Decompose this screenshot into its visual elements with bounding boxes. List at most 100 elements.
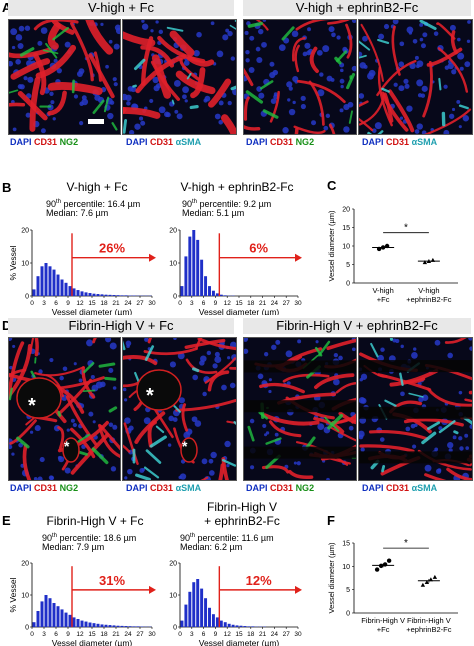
micrograph-a-ng2 [8, 19, 121, 135]
pericyte-stain [144, 345, 155, 361]
nucleus [359, 430, 365, 438]
pericyte-stain [192, 367, 200, 373]
nucleus [374, 122, 382, 130]
nucleus [317, 423, 325, 431]
nucleus [11, 452, 15, 456]
histogram-bar [104, 624, 108, 627]
y-tick-label: 20 [21, 228, 29, 235]
nucleus [113, 43, 120, 50]
nucleus [285, 350, 293, 358]
x-tick-label: 27 [283, 300, 291, 307]
vessel [85, 20, 114, 55]
dark-band [359, 406, 472, 419]
nucleus [421, 394, 429, 401]
nucleus [395, 338, 400, 344]
nucleus [9, 444, 13, 450]
nucleus [29, 430, 34, 434]
nucleus [173, 338, 177, 340]
nucleus [192, 374, 199, 381]
histogram-bar [112, 295, 116, 296]
nucleus [229, 382, 236, 389]
nucleus [456, 99, 461, 104]
nucleus [351, 347, 356, 352]
pericyte-stain [377, 38, 390, 45]
vessel [9, 372, 34, 383]
data-point [374, 567, 380, 572]
nucleus [444, 65, 450, 70]
nucleus [286, 81, 293, 88]
vessel [123, 444, 131, 453]
nucleus [164, 111, 170, 118]
pericyte-stain [421, 431, 437, 445]
vessel [123, 422, 139, 466]
nucleus [212, 363, 218, 369]
pericyte-stain [155, 425, 165, 434]
nucleus [193, 49, 200, 57]
data-point [422, 260, 428, 265]
histogram-bar [44, 595, 48, 627]
nucleus [383, 23, 390, 30]
vessel [35, 44, 77, 79]
pericyte-stain [149, 435, 167, 448]
nucleus [50, 100, 55, 105]
nucleus [218, 100, 224, 106]
y-axis-label: % Vessel [8, 245, 18, 280]
pericyte-stain [123, 340, 126, 351]
vessel [150, 60, 181, 101]
nucleus [202, 391, 207, 397]
histogram-bar [36, 276, 40, 296]
histogram-bar [48, 266, 52, 296]
nucleus [9, 60, 14, 67]
nucleus [183, 60, 190, 66]
y-tick-label: 10 [169, 593, 177, 600]
vessel [269, 90, 280, 123]
panel-a-letter: A [2, 0, 12, 15]
nucleus [113, 82, 118, 87]
nucleus [414, 423, 418, 428]
micrograph-a-ephrin-asma [358, 19, 473, 135]
panel-b-letter: B [2, 180, 12, 195]
pericyte-stain [166, 26, 184, 32]
nucleus [304, 42, 311, 49]
x-tick-label: 27 [283, 631, 291, 638]
pericyte-stain [233, 421, 236, 425]
nucleus [124, 417, 131, 424]
vessel [426, 387, 472, 407]
vessel [335, 382, 356, 394]
nucleus [124, 476, 128, 480]
vessel [424, 473, 447, 480]
x-tick-label: 9 [66, 300, 70, 307]
histogram-bar [211, 290, 215, 296]
x-tick-label: 0 [178, 631, 182, 638]
vessel [70, 22, 94, 82]
nucleus [311, 120, 317, 126]
nucleus [443, 84, 448, 89]
histogram-bar [184, 256, 188, 296]
nucleus [10, 28, 18, 36]
pericyte-stain [247, 425, 255, 442]
histogram-bar [120, 625, 124, 627]
pericyte-stain [171, 99, 175, 105]
nucleus [140, 120, 146, 126]
vessel [9, 368, 27, 378]
x-tick-label: 18 [100, 300, 108, 307]
histogram-bar [68, 614, 72, 627]
histogram-bar [60, 279, 64, 296]
nucleus [249, 418, 255, 424]
nucleus [412, 38, 418, 44]
histogram-bar [84, 621, 88, 627]
vessel [229, 366, 236, 370]
nucleus [196, 31, 202, 38]
nucleus [451, 107, 456, 112]
nucleus [359, 397, 366, 404]
data-point [432, 574, 438, 579]
x-tick-label: 9 [214, 631, 218, 638]
nucleus [291, 30, 299, 38]
vessel [9, 341, 25, 400]
pericyte-stain [377, 130, 384, 134]
nucleus [269, 61, 275, 67]
pericyte-stain [281, 26, 295, 41]
group-label: V-high [418, 286, 439, 295]
vessel [422, 60, 433, 118]
y-tick-label: 0 [346, 611, 350, 618]
